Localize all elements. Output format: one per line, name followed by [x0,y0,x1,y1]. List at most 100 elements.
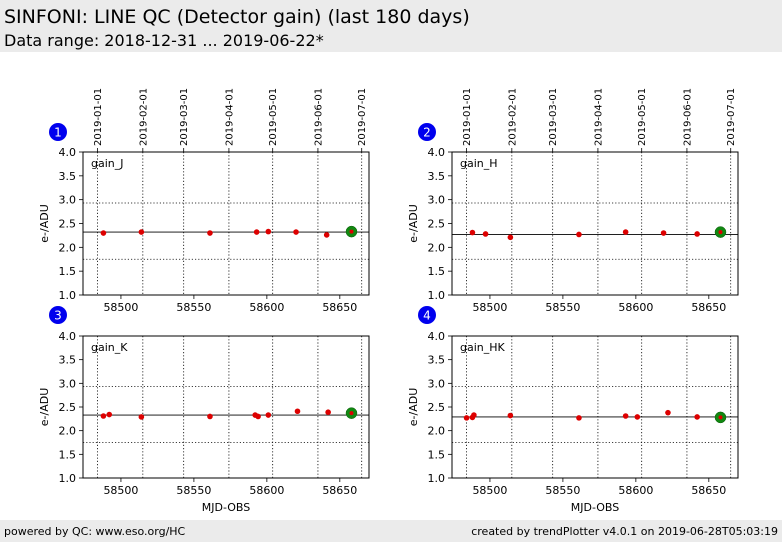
y-tick-label: 2.5 [59,218,77,231]
footer-powered-by: powered by QC: www.eso.org/HC [4,525,186,538]
data-point [325,409,331,416]
x-tick-label: 58500 [103,484,138,497]
series-label: gain_H [460,157,498,170]
footer-created-by: created by trendPlotter v4.0.1 on 2019-0… [471,525,778,538]
panel-number-badge [418,306,436,324]
y-axis-label: e-/ADU [38,204,51,243]
panel-number-badge [418,123,436,141]
panel-2: 2 2019-01-01 2019-02-01 2019-03-01 2019-04-0… [407,88,739,314]
data-point [294,408,301,415]
top-axis-date-label: 2019-01-01 [462,88,473,146]
x-tick-label: 58650 [691,484,726,497]
data-point [469,229,476,236]
y-axis-label: e-/ADU [407,204,420,243]
data-point [100,413,107,419]
top-axis-date-label: 2019-03-01 [548,88,559,146]
y-tick-label: 3.0 [59,194,77,207]
data-point [660,230,667,236]
data-point [622,229,629,235]
y-tick-label: 1.0 [428,289,446,302]
top-axis-date-label: 2019-04-01 [593,88,604,146]
data-point [634,414,641,420]
y-tick-label: 3.5 [59,354,77,367]
top-axis-date-label: 2019-02-01 [138,88,149,146]
y-tick-label: 4.0 [428,330,446,343]
x-tick-label: 58500 [472,301,507,314]
y-tick-label: 3.0 [428,194,446,207]
y-tick-label: 4.0 [59,146,77,159]
x-tick-label: 58550 [545,484,580,497]
data-point [622,413,629,419]
series-label: gain_K [91,341,128,354]
series-label: gain_J [91,157,124,170]
page-title: SINFONI: LINE QC (Detector gain) (last 1… [4,6,470,28]
x-tick-label: 58550 [176,301,211,314]
y-tick-label: 1.5 [59,448,77,461]
data-point [253,229,260,235]
plot-frame [451,151,739,296]
top-axis-date-label: 2019-04-01 [224,88,235,146]
top-axis-date-label: 2019-05-01 [637,88,648,146]
data-point [138,229,145,235]
x-tick-label: 58600 [249,301,284,314]
data-point [100,230,107,236]
y-axis-label: e-/ADU [407,388,420,427]
y-tick-label: 1.0 [428,472,446,485]
top-axis-date-label: 2019-02-01 [507,88,518,146]
panel-number: 1 [54,126,62,140]
y-tick-label: 3.0 [428,377,446,390]
x-axis-label: MJD-OBS [202,501,250,514]
y-tick-label: 1.0 [59,289,77,302]
x-tick-label: 58650 [322,484,357,497]
plot-frame [82,151,370,296]
data-point [207,230,213,236]
top-axis-date-label: 2019-05-01 [268,88,279,146]
series-label: gain_HK [460,341,506,354]
y-tick-label: 2.0 [428,425,446,438]
data-point [694,231,700,237]
top-axis-date-label: 2019-03-01 [179,88,190,146]
x-tick-label: 58500 [472,484,507,497]
x-axis-label: MJD-OBS [571,501,619,514]
plot-frame [451,335,739,479]
latest-data-point-center [349,229,354,234]
top-axis-date-label: 2019-07-01 [357,88,368,146]
latest-data-point-center [718,415,723,420]
y-tick-label: 2.0 [428,241,446,254]
data-point [665,409,671,416]
panel-number-badge [49,123,67,141]
x-tick-label: 58600 [249,484,284,497]
y-tick-label: 1.5 [428,265,446,278]
x-tick-label: 58550 [545,301,580,314]
panel-number: 4 [423,309,431,323]
panel-number: 3 [54,309,62,323]
y-tick-label: 3.5 [59,170,77,183]
y-tick-label: 2.0 [59,241,77,254]
panel-number-badge [49,306,67,324]
y-tick-label: 1.0 [59,472,77,485]
y-tick-label: 1.5 [59,265,77,278]
panel-1: 1 2019-01-01 2019-02-01 2019-03-01 2019-04-0… [38,88,370,314]
x-tick-label: 58600 [618,301,653,314]
plot-frame [82,335,370,479]
top-axis-date-label: 2019-06-01 [682,88,693,146]
data-point [293,229,299,235]
data-point [265,412,272,418]
y-tick-label: 3.5 [428,354,446,367]
y-tick-label: 2.5 [428,401,446,414]
y-tick-label: 4.0 [59,330,77,343]
x-tick-label: 58550 [176,484,211,497]
data-point [482,231,489,237]
data-point [138,414,145,420]
header-bar: SINFONI: LINE QC (Detector gain) (last 1… [0,0,782,52]
data-range-subtitle: Data range: 2018-12-31 ... 2019-06-22* [4,31,324,50]
data-point [507,412,514,419]
x-tick-label: 58650 [322,301,357,314]
data-point [265,228,272,235]
y-tick-label: 3.0 [59,377,77,390]
x-tick-label: 58500 [103,301,138,314]
data-point [576,231,582,238]
y-axis-label: e-/ADU [38,388,51,427]
data-point [507,234,514,241]
